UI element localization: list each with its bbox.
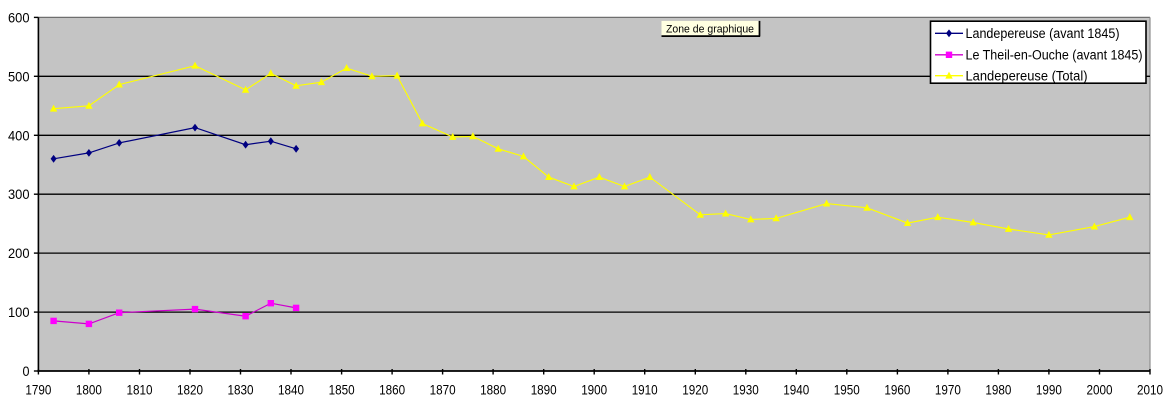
svg-text:1970: 1970: [935, 382, 961, 398]
svg-text:1800: 1800: [76, 382, 102, 398]
svg-text:1870: 1870: [430, 382, 456, 398]
svg-text:1860: 1860: [379, 382, 405, 398]
svg-text:Landepereuse (Total): Landepereuse (Total): [966, 69, 1088, 84]
svg-text:1920: 1920: [682, 382, 708, 398]
svg-text:1850: 1850: [329, 382, 355, 398]
svg-text:1950: 1950: [834, 382, 860, 398]
svg-text:1810: 1810: [127, 382, 153, 398]
svg-text:1840: 1840: [278, 382, 304, 398]
svg-text:1820: 1820: [177, 382, 203, 398]
svg-text:600: 600: [8, 9, 30, 25]
svg-text:Zone de graphique: Zone de graphique: [666, 24, 754, 36]
svg-text:1980: 1980: [985, 382, 1011, 398]
svg-text:1880: 1880: [480, 382, 506, 398]
svg-text:1940: 1940: [783, 382, 809, 398]
svg-text:2010: 2010: [1137, 382, 1163, 398]
svg-text:400: 400: [8, 127, 30, 143]
svg-text:1790: 1790: [25, 382, 51, 398]
svg-text:200: 200: [8, 245, 30, 261]
svg-text:1890: 1890: [531, 382, 557, 398]
svg-text:Landepereuse (avant 1845): Landepereuse (avant 1845): [966, 26, 1120, 41]
svg-text:1830: 1830: [228, 382, 254, 398]
svg-text:300: 300: [8, 186, 30, 202]
svg-text:1930: 1930: [733, 382, 759, 398]
svg-text:2000: 2000: [1087, 382, 1113, 398]
svg-text:500: 500: [8, 68, 30, 84]
svg-text:1900: 1900: [581, 382, 607, 398]
svg-text:1910: 1910: [632, 382, 658, 398]
svg-text:Le Theil-en-Ouche (avant 1845): Le Theil-en-Ouche (avant 1845): [966, 48, 1143, 63]
svg-text:1960: 1960: [884, 382, 910, 398]
svg-text:100: 100: [8, 304, 30, 320]
svg-text:1990: 1990: [1036, 382, 1062, 398]
svg-text:0: 0: [23, 363, 30, 379]
